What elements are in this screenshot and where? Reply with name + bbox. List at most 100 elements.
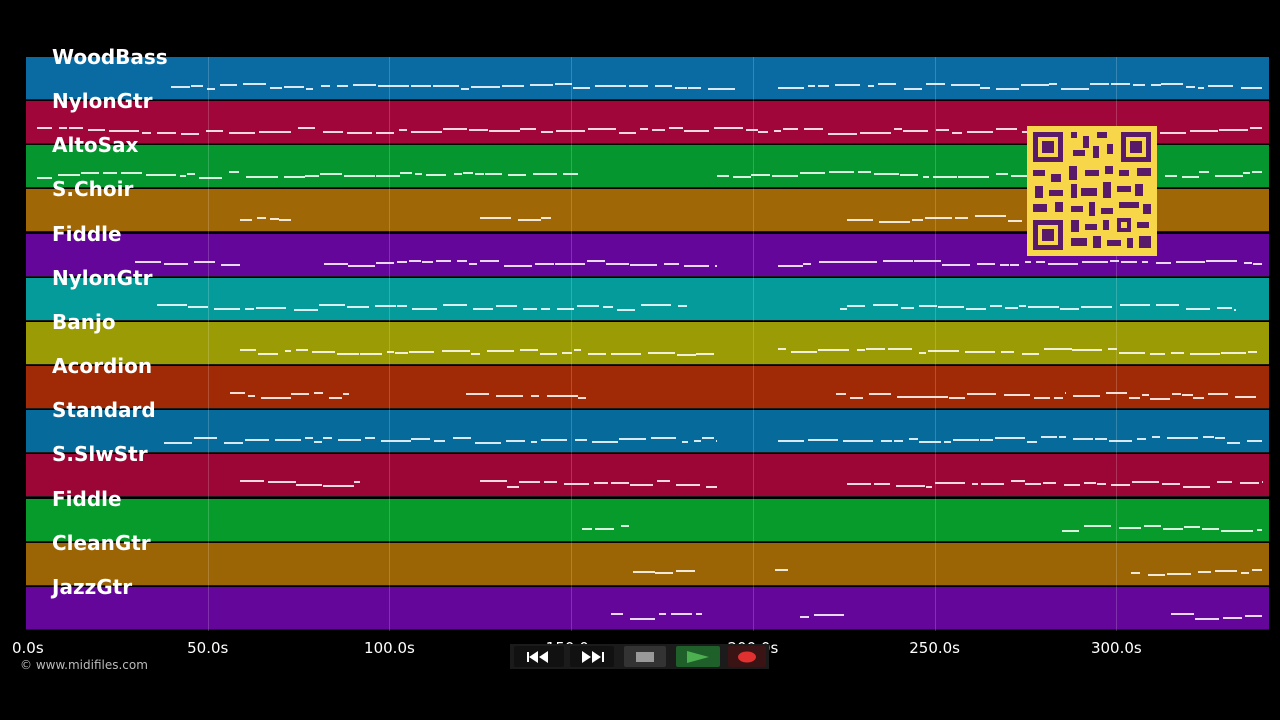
midi-note [546,394,578,397]
midi-note [818,349,850,352]
rewind-button[interactable] [514,646,564,667]
midi-note [1199,171,1209,174]
midi-note [1011,175,1041,178]
midi-note [163,262,188,265]
stop-icon [636,651,654,662]
midi-note [1186,85,1195,88]
midi-note [879,220,911,223]
midi-note [674,87,687,90]
midi-note [473,308,493,311]
midi-note [1072,395,1101,398]
midi-note [932,175,957,178]
midi-note [640,303,671,306]
midi-note [1011,480,1026,483]
midi-note [240,480,265,483]
midi-note [648,352,676,355]
midi-note [1064,391,1066,394]
midi-note [874,482,884,485]
midi-note [1142,393,1149,396]
midi-note [746,129,759,132]
tick-label: 250.0s [909,639,961,657]
midi-note [540,439,568,442]
midi-note [58,174,81,177]
midi-note [957,175,989,178]
midi-note [256,307,287,310]
midi-note [1005,307,1018,310]
midi-note [851,260,878,263]
midi-note [312,350,336,353]
midi-note [572,86,590,89]
midi-note [240,218,253,221]
midi-note [229,392,245,395]
midi-note [436,259,452,262]
midi-note [1024,260,1031,263]
midi-note [396,261,407,264]
midi-note [921,396,948,399]
midi-note [676,483,701,486]
midi-note [484,172,502,175]
midi-note [530,394,540,397]
midi-note [506,440,525,443]
midi-note [1084,525,1111,528]
midi-note [629,85,648,88]
midi-note [36,127,53,130]
midi-note [475,172,485,175]
midi-note [594,482,609,485]
midi-note [1008,220,1022,223]
midi-note [296,484,323,487]
midi-note [248,395,255,398]
track-label: Acordion [52,354,153,379]
midi-note [1105,392,1128,395]
midi-note [1003,394,1030,397]
midi-note [534,263,554,266]
midi-note [135,260,161,263]
midi-note [198,176,223,179]
grid-line [571,57,573,631]
midi-note [899,173,919,176]
midi-note [927,349,960,352]
track-lane [26,454,1269,498]
midi-note [170,173,177,176]
fast-forward-button[interactable] [570,646,614,667]
midi-note [893,440,903,443]
midi-note [206,129,223,132]
midi-note [228,132,256,135]
midi-note [434,440,446,443]
play-button[interactable] [676,646,720,667]
midi-note [758,131,768,134]
track-label: NylonGtr [52,89,153,114]
midi-note [1252,263,1262,266]
midi-note [1110,260,1120,263]
midi-note [574,438,587,441]
record-button[interactable] [728,646,766,667]
midi-note [408,350,434,353]
track-label: NylonGtr [52,265,153,290]
midi-note [713,127,744,130]
midi-note [1118,352,1145,355]
midi-note [191,85,204,88]
midi-note [1162,482,1180,485]
midi-note [676,353,697,356]
midi-note [1073,438,1093,441]
midi-note [996,172,1009,175]
midi-note [541,131,554,134]
stop-button[interactable] [624,646,666,667]
midi-note [1181,393,1193,396]
midi-note [587,352,607,355]
track-label: AltoSax [52,133,139,158]
midi-note [352,84,377,87]
midi-note [347,305,369,308]
midi-note [324,262,348,265]
record-icon [738,651,756,662]
midi-note [426,174,447,177]
midi-note [193,437,217,440]
midi-note [1189,353,1220,356]
midi-note [716,439,717,442]
midi-note [1243,261,1252,264]
midi-note [1061,529,1079,532]
midi-note [976,262,995,265]
midi-note [344,174,376,177]
midi-note [865,347,886,350]
midi-note [397,305,408,308]
midi-note [1021,353,1040,356]
